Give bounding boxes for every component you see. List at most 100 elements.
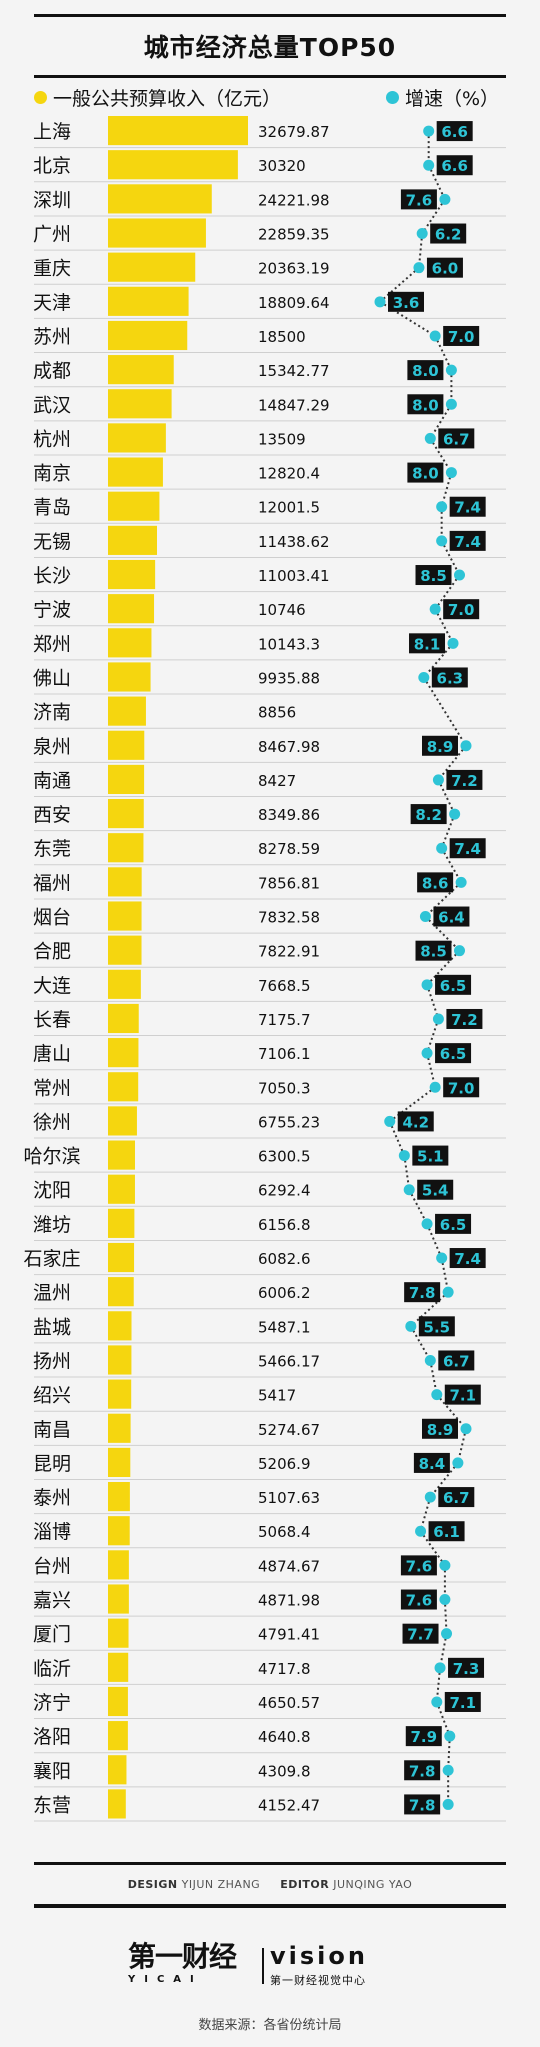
city-label: 泉州 xyxy=(33,736,71,758)
growth-label-box xyxy=(436,121,473,142)
growth-connector xyxy=(447,1736,451,1771)
revenue-value-label: 4309.8 xyxy=(258,1762,311,1780)
city-label: 徐州 xyxy=(33,1111,71,1133)
revenue-value-label: 4717.8 xyxy=(258,1660,311,1678)
revenue-bar xyxy=(108,389,172,419)
city-label: 温州 xyxy=(33,1282,71,1304)
revenue-bar xyxy=(108,969,141,999)
revenue-value-label: 6006.2 xyxy=(258,1284,311,1302)
revenue-value-label: 18500 xyxy=(258,328,306,346)
growth-value-label: 6.0 xyxy=(432,260,459,278)
growth-dot xyxy=(442,1764,454,1776)
growth-dot xyxy=(423,125,435,137)
growth-dot xyxy=(447,637,459,649)
growth-connector xyxy=(421,198,446,235)
city-label: 苏州 xyxy=(33,326,71,348)
growth-connector xyxy=(379,266,420,303)
growth-connector xyxy=(440,847,463,883)
revenue-value-label: 6755.23 xyxy=(258,1113,320,1131)
top-rule xyxy=(34,14,506,17)
growth-label-box xyxy=(404,1282,441,1303)
growth-value-label: 5.5 xyxy=(424,1318,451,1336)
growth-label-box xyxy=(444,1384,481,1405)
title-rule xyxy=(34,75,506,78)
growth-label-box xyxy=(449,496,486,517)
growth-label-box xyxy=(428,1521,465,1542)
growth-connector xyxy=(439,1633,448,1669)
city-label: 南昌 xyxy=(33,1419,71,1441)
revenue-value-label: 4640.8 xyxy=(258,1728,311,1746)
revenue-value-label: 5107.63 xyxy=(258,1489,320,1507)
yicai-logo: 第一财经 YICAI xyxy=(128,1940,256,1990)
growth-label-box xyxy=(422,735,458,756)
growth-value-label: 7.6 xyxy=(406,1592,433,1610)
growth-label-box xyxy=(435,1213,472,1234)
yicai-logo-text: 第一财经 xyxy=(128,1940,237,1973)
revenue-value-label: 24221.98 xyxy=(258,191,330,209)
growth-value-label: 5.4 xyxy=(422,1182,449,1200)
revenue-bar xyxy=(108,1652,129,1682)
city-label: 无锡 xyxy=(33,531,71,553)
growth-value-label: 6.5 xyxy=(440,977,467,995)
growth-dot xyxy=(424,432,436,444)
growth-value-label: 7.9 xyxy=(410,1728,437,1746)
revenue-bar xyxy=(108,116,248,146)
growth-dot xyxy=(436,535,448,547)
growth-dot xyxy=(455,876,467,888)
city-label: 台州 xyxy=(33,1555,71,1577)
design-name: YIJUN ZHANG xyxy=(181,1878,261,1891)
city-label: 淄博 xyxy=(33,1521,71,1543)
revenue-value-label: 30320 xyxy=(258,157,306,175)
legend-revenue: 一般公共预算收入（亿元） xyxy=(34,84,281,111)
growth-label-box xyxy=(407,360,444,381)
growth-label-box xyxy=(415,940,452,961)
growth-connector xyxy=(443,1599,448,1634)
city-label: 沈阳 xyxy=(33,1180,71,1202)
growth-label-box xyxy=(400,1589,437,1610)
growth-dot xyxy=(454,945,466,957)
growth-value-label: 6.4 xyxy=(438,909,465,927)
revenue-bar xyxy=(108,252,196,282)
revenue-value-label: 8467.98 xyxy=(258,738,320,756)
growth-label-box xyxy=(448,1657,485,1678)
growth-label-box xyxy=(449,530,486,551)
yicai-logo-sub: YICAI xyxy=(128,1974,203,1985)
growth-value-label: 7.3 xyxy=(453,1660,480,1678)
revenue-value-label: 11438.62 xyxy=(258,533,330,551)
growth-label-box xyxy=(404,1794,441,1815)
growth-value-label: 7.6 xyxy=(406,1557,433,1575)
revenue-bar xyxy=(108,355,174,385)
revenue-bar xyxy=(108,1721,128,1751)
growth-value-label: 6.7 xyxy=(443,1489,470,1507)
growth-dot xyxy=(421,1218,433,1230)
city-label: 青岛 xyxy=(33,497,71,519)
growth-dot xyxy=(421,1047,433,1059)
revenue-bar xyxy=(108,799,144,829)
revenue-bar xyxy=(108,491,160,521)
growth-connector xyxy=(440,813,456,849)
revenue-value-label: 13509 xyxy=(258,430,306,448)
growth-value-label: 7.0 xyxy=(448,328,475,346)
revenue-value-label: 4152.47 xyxy=(258,1796,320,1814)
revenue-value-label: 7175.7 xyxy=(258,1011,311,1029)
growth-value-label: 8.4 xyxy=(419,1455,446,1473)
growth-label-box xyxy=(417,872,454,893)
growth-label-box xyxy=(402,1623,439,1644)
revenue-bar xyxy=(108,662,151,692)
city-label: 昆明 xyxy=(33,1453,71,1475)
growth-connector xyxy=(429,403,453,439)
growth-label-box xyxy=(410,804,447,825)
revenue-bar xyxy=(108,628,152,658)
growth-dot xyxy=(424,1491,436,1503)
growth-connector xyxy=(417,233,424,268)
revenue-bar xyxy=(108,1208,135,1238)
chart-title: 城市经济总量TOP50 xyxy=(143,33,397,62)
growth-dot xyxy=(374,296,386,308)
growth-label-box xyxy=(443,325,480,346)
revenue-value-label: 4874.67 xyxy=(258,1557,320,1575)
revenue-bar xyxy=(108,833,144,863)
city-label: 福州 xyxy=(33,872,71,894)
growth-label-box xyxy=(405,1726,442,1747)
growth-label-box xyxy=(412,1145,449,1166)
revenue-bar xyxy=(108,594,155,624)
